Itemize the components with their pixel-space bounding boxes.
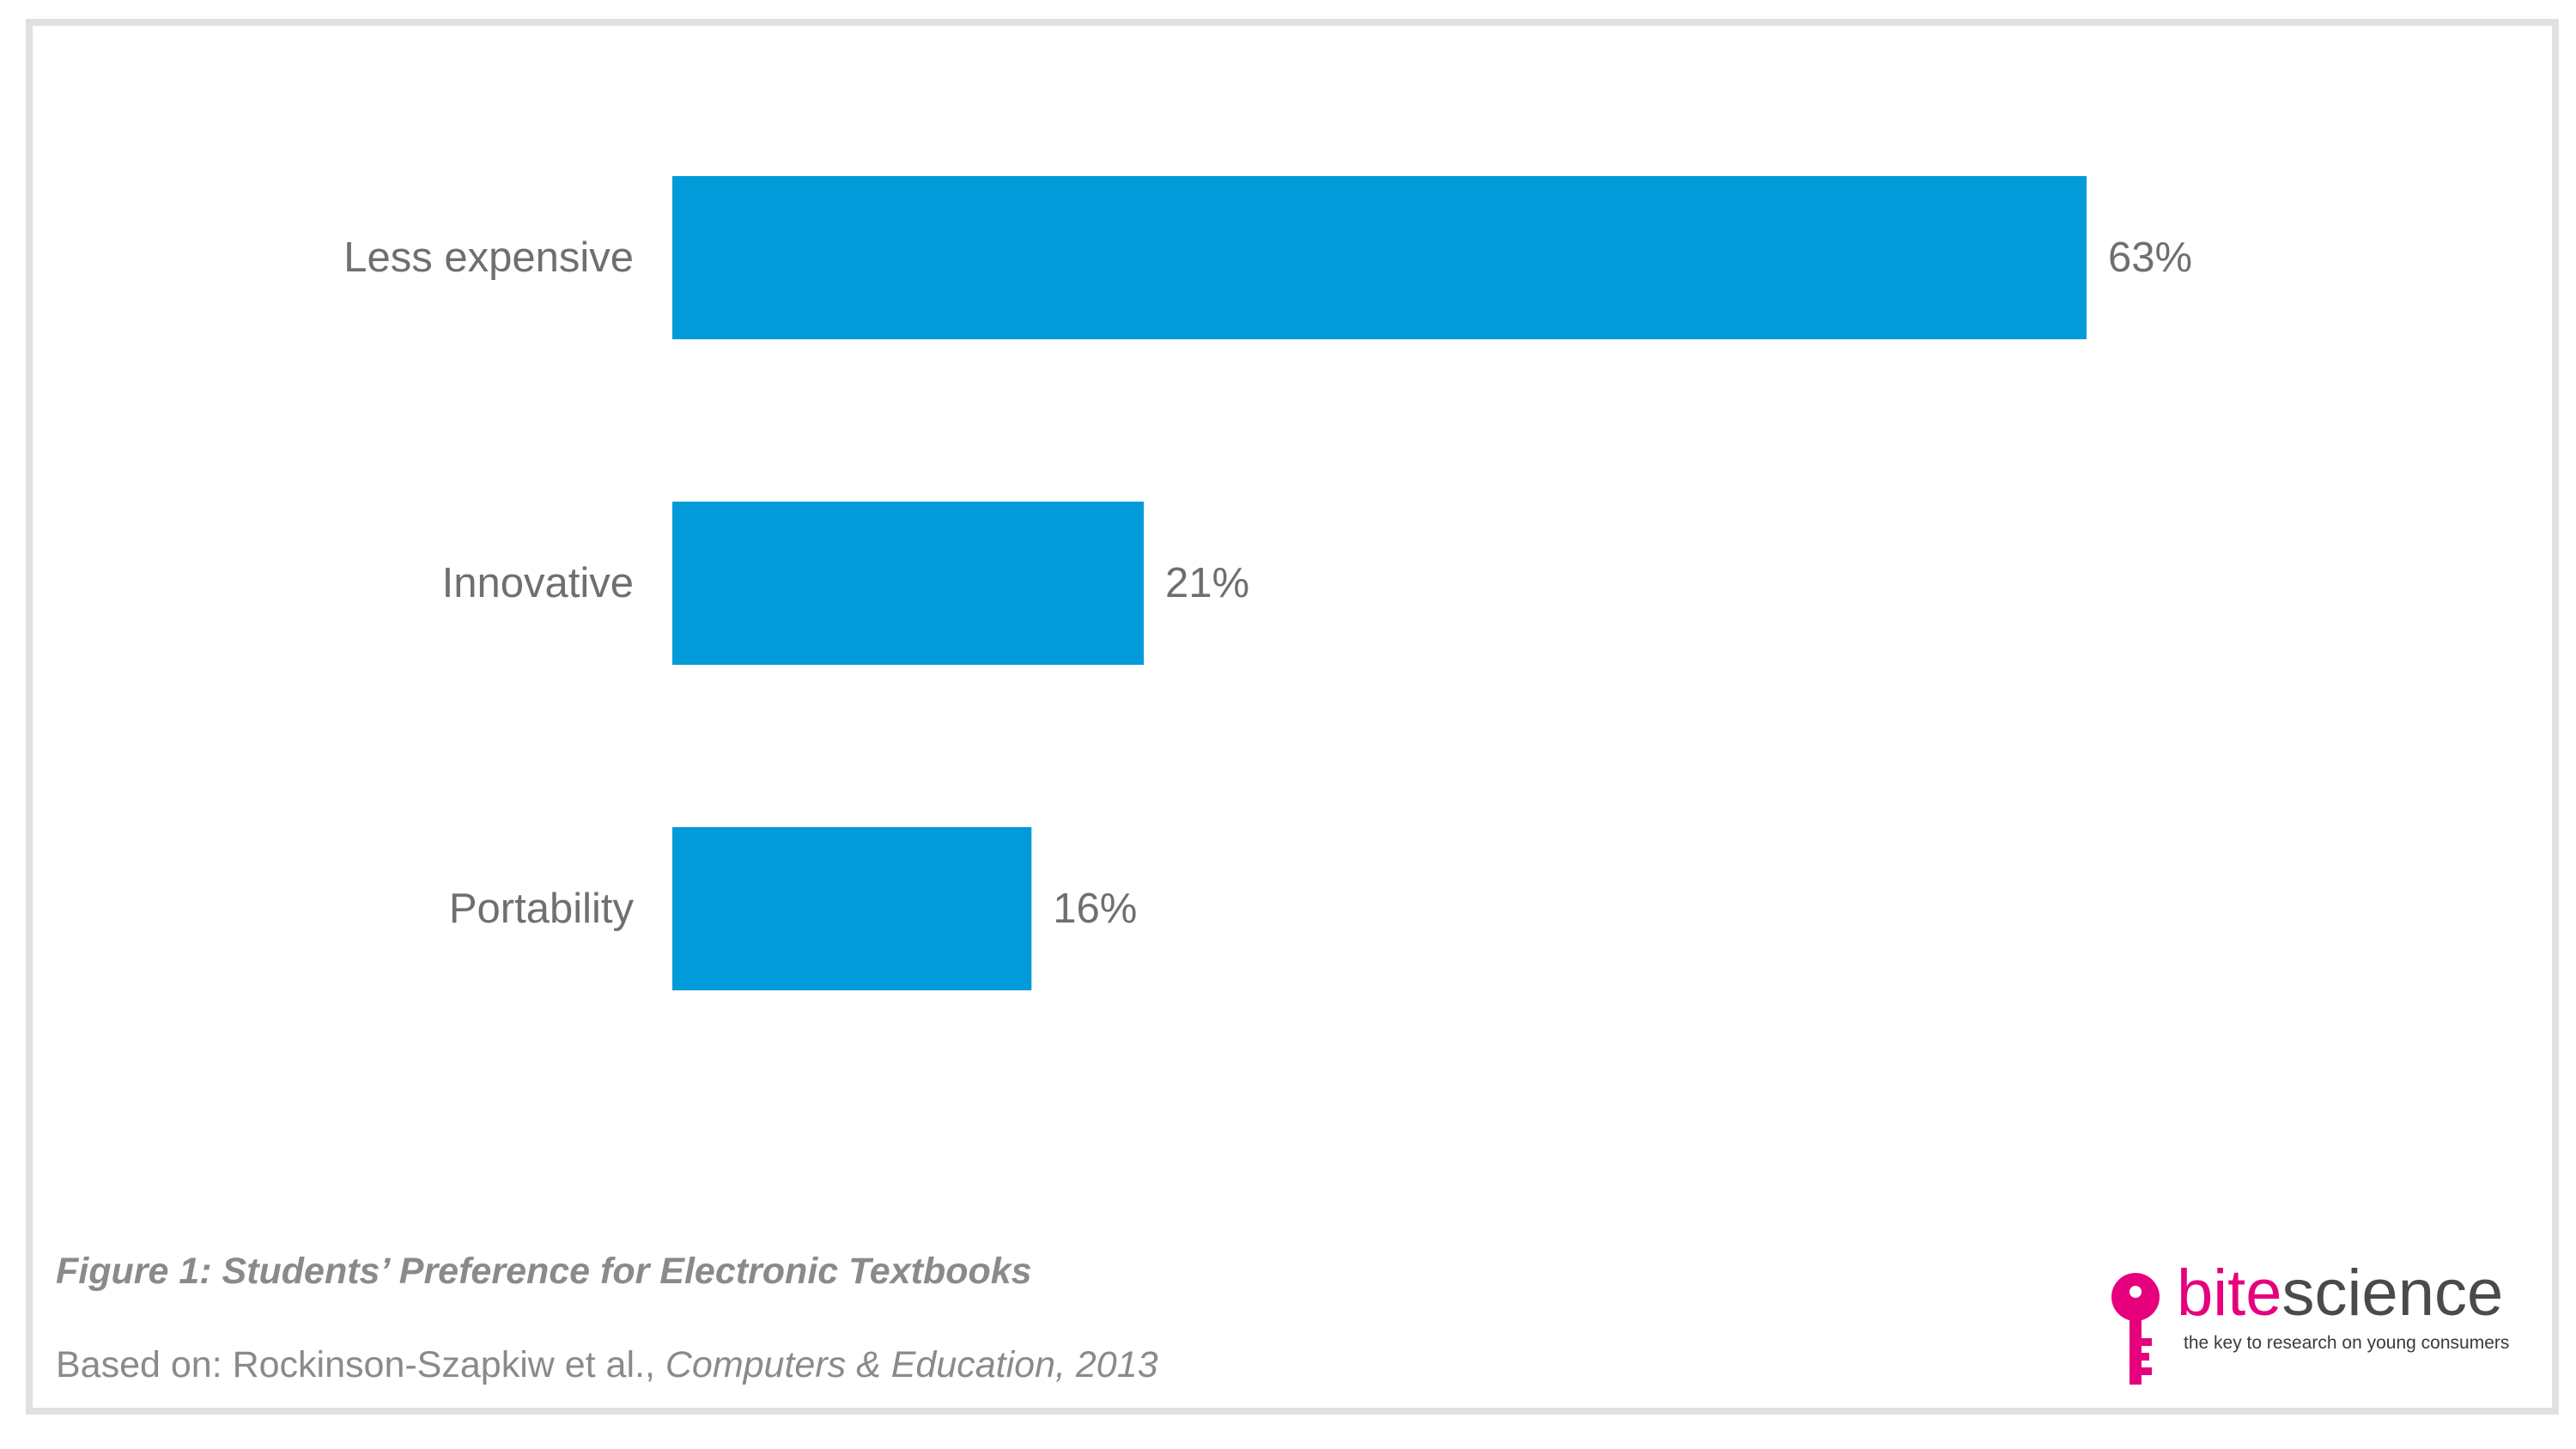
bar-less-expensive bbox=[672, 176, 2087, 339]
logo-word-science: science bbox=[2281, 1257, 2504, 1330]
logo-tagline: the key to research on young consumers bbox=[2184, 1333, 2510, 1353]
category-label: Innovative bbox=[442, 560, 634, 606]
bitescience-logo: bitescience the key to research on young… bbox=[2108, 1257, 2520, 1391]
figure-caption: Figure 1: Students’ Preference for Elect… bbox=[56, 1251, 1032, 1292]
value-label: 16% bbox=[1053, 886, 1137, 932]
source-journal: Computers & Education, 2013 bbox=[665, 1344, 1158, 1385]
value-label: 63% bbox=[2108, 234, 2192, 281]
bar-portability bbox=[672, 827, 1032, 990]
category-label: Portability bbox=[449, 886, 635, 932]
bar-innovative bbox=[672, 502, 1144, 665]
logo-wordmark: bitescience bbox=[2177, 1256, 2503, 1330]
key-icon bbox=[2111, 1273, 2160, 1385]
source-prefix: Based on: Rockinson-Szapkiw et al., bbox=[56, 1344, 665, 1385]
source-citation: Based on: Rockinson-Szapkiw et al., Comp… bbox=[56, 1344, 1158, 1386]
category-label: Less expensive bbox=[343, 234, 634, 281]
value-label: 21% bbox=[1165, 560, 1249, 606]
logo-word-bite: bite bbox=[2177, 1257, 2282, 1330]
